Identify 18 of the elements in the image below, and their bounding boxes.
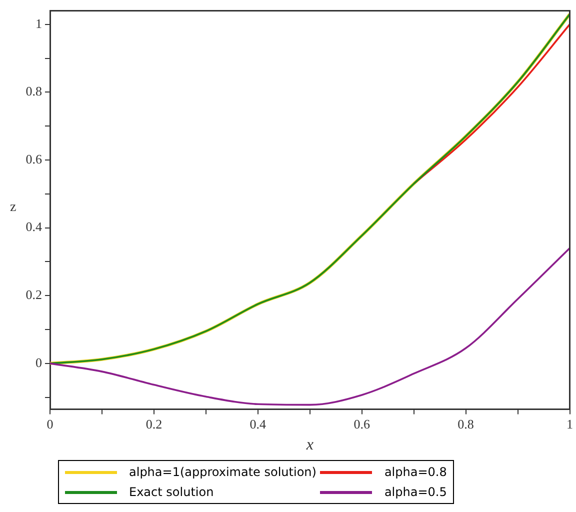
y-tick-label: 0.8 bbox=[26, 84, 42, 99]
x-axis-title: x bbox=[305, 436, 314, 454]
x-tick-label: 1 bbox=[566, 416, 573, 432]
y-tick-label: 0 bbox=[36, 354, 42, 370]
legend-label: Exact solution bbox=[129, 485, 214, 499]
x-tick-label: 0.4 bbox=[250, 416, 267, 432]
legend-label: alpha=0.5 bbox=[384, 485, 447, 499]
y-axis-title: z bbox=[10, 200, 16, 216]
x-tick-label: 0.6 bbox=[354, 416, 370, 432]
legend-label: alpha=0.8 bbox=[384, 465, 447, 479]
y-tick-label: 0.4 bbox=[26, 219, 42, 234]
x-tick-label: 0.8 bbox=[458, 416, 474, 432]
y-tick-label: 0.2 bbox=[26, 287, 42, 302]
x-tick-label: 0.2 bbox=[146, 416, 162, 432]
x-tick-label: 0 bbox=[46, 416, 54, 432]
y-tick-label: 1 bbox=[36, 16, 42, 31]
legend-label: alpha=1(approximate solution) bbox=[129, 465, 316, 479]
y-tick-label: 0.6 bbox=[26, 151, 42, 166]
